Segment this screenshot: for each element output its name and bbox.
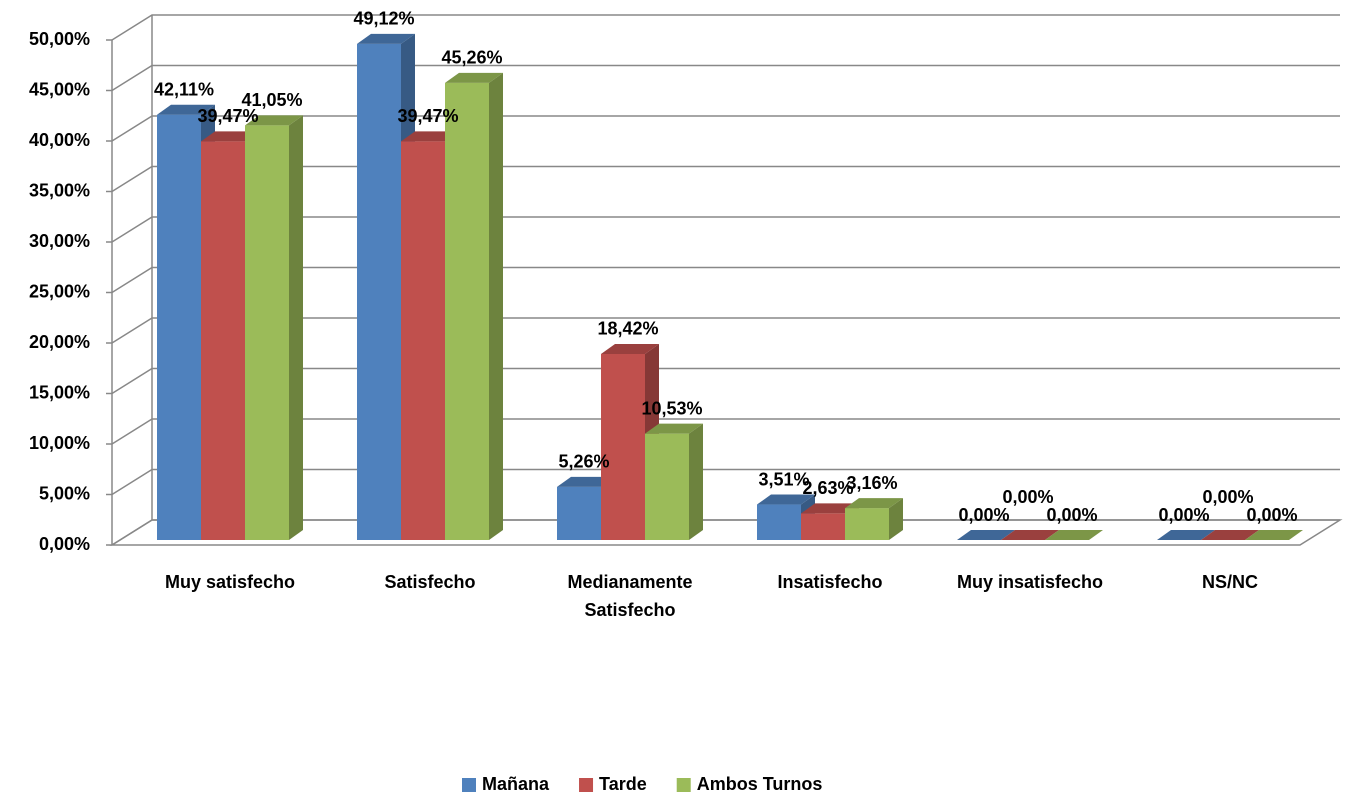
y-tick-label: 25,00% xyxy=(29,281,90,301)
data-label: 3,16% xyxy=(846,473,897,493)
bar-front xyxy=(645,433,689,540)
bar-top xyxy=(557,476,615,487)
data-label: 41,05% xyxy=(241,90,302,110)
bar-front xyxy=(601,353,645,540)
y-tick-label: 10,00% xyxy=(29,433,90,453)
y-tick-label: 45,00% xyxy=(29,79,90,99)
bar-front xyxy=(201,141,245,540)
grid-line xyxy=(111,468,1340,496)
bar-top xyxy=(645,423,703,434)
y-tick-label: 50,00% xyxy=(29,29,90,49)
bar-front xyxy=(245,125,289,541)
y-tick-label: 15,00% xyxy=(29,382,90,402)
bar-top xyxy=(957,530,1015,540)
grid-line xyxy=(111,418,1340,445)
x-tick-label: NS/NC xyxy=(1201,572,1258,592)
bar-side xyxy=(289,115,303,541)
data-label: 0,00% xyxy=(958,505,1009,525)
grid-line xyxy=(111,519,1340,546)
bar-top xyxy=(201,131,259,142)
legend-label: Ambos Turnos xyxy=(697,774,823,794)
bar-top xyxy=(1201,530,1259,540)
grid-line xyxy=(111,165,1340,193)
legend-swatch xyxy=(462,778,476,792)
y-tick-label: 35,00% xyxy=(29,180,90,200)
data-label: 0,00% xyxy=(1202,487,1253,507)
bar-top xyxy=(801,503,859,514)
bar-top xyxy=(1045,530,1103,540)
bar-front xyxy=(757,504,801,540)
bar-front xyxy=(357,43,401,540)
bar-top xyxy=(757,494,815,505)
x-tick-label: Satisfecho xyxy=(384,572,476,592)
data-label: 45,26% xyxy=(441,48,502,68)
bar-front xyxy=(557,486,601,540)
bar-front xyxy=(445,82,489,541)
data-label: 39,47% xyxy=(197,106,258,126)
y-tick-label: 20,00% xyxy=(29,332,90,352)
bar-top xyxy=(245,115,303,126)
x-tick-label: Muy satisfecho xyxy=(164,572,296,592)
data-label: 0,00% xyxy=(1046,505,1097,525)
bar-top xyxy=(401,131,459,142)
bar-top xyxy=(157,104,215,115)
y-tick-label: 5,00% xyxy=(39,483,90,503)
legend-swatch xyxy=(676,778,691,792)
x-tick-label: Muy insatisfecho xyxy=(956,572,1104,592)
legend-label: Mañana xyxy=(482,774,550,794)
grid-line xyxy=(111,216,1340,243)
data-label: 10,53% xyxy=(641,398,702,418)
bar-side xyxy=(689,423,703,540)
bar-top xyxy=(601,343,659,354)
data-label: 0,00% xyxy=(1002,487,1053,507)
grid-line xyxy=(111,367,1340,395)
bar-front xyxy=(157,114,201,541)
bar-top xyxy=(357,33,415,44)
legend-label: Tarde xyxy=(599,774,647,794)
data-label: 18,42% xyxy=(597,319,658,339)
bar-top xyxy=(1001,530,1059,540)
bar-side xyxy=(489,72,503,541)
bar-top xyxy=(1245,530,1303,540)
bar-top xyxy=(445,72,503,83)
data-label: 42,11% xyxy=(154,79,214,99)
bar-top xyxy=(845,498,903,509)
y-tick-label: 30,00% xyxy=(29,231,90,251)
grid-line xyxy=(111,14,1340,41)
x-tick-label: Medianamente Satisfecho xyxy=(567,572,693,620)
data-label: 0,00% xyxy=(1246,505,1297,525)
legend-swatch xyxy=(579,778,594,792)
data-label: 39,47% xyxy=(397,106,458,126)
grid-line xyxy=(111,317,1340,344)
bar-front xyxy=(801,513,845,540)
grid-line xyxy=(111,266,1340,294)
data-label: 2,63% xyxy=(802,478,853,498)
y-tick-label: 40,00% xyxy=(29,130,90,150)
grid-line xyxy=(111,64,1340,92)
bar-front xyxy=(845,508,889,540)
data-label: 49,12% xyxy=(353,9,414,29)
bar-side xyxy=(889,498,903,540)
data-label: 0,00% xyxy=(1158,505,1209,525)
bar-top xyxy=(1157,530,1215,540)
bar-front xyxy=(401,141,445,540)
grid-line xyxy=(111,115,1340,142)
data-label: 3,51% xyxy=(758,469,809,489)
x-tick-label: Insatisfecho xyxy=(777,572,883,592)
y-tick-label: 0,00% xyxy=(39,534,90,554)
data-label: 5,26% xyxy=(558,452,609,472)
